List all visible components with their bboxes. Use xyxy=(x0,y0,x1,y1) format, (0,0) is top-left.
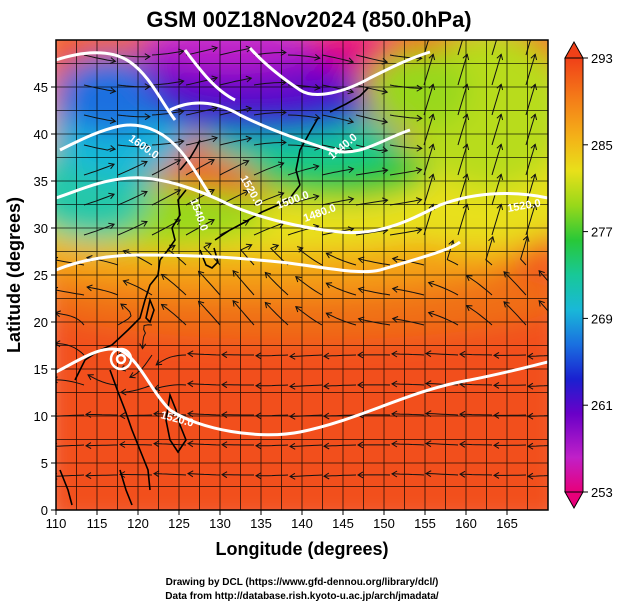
y-tick-label: 45 xyxy=(34,80,48,95)
colorbar-ticks: 293 285 277 269 261 253 xyxy=(583,51,613,500)
y-tick-label: 10 xyxy=(34,409,48,424)
y-tick-label: 5 xyxy=(41,456,48,471)
x-axis-title: Longitude (degrees) xyxy=(215,539,388,559)
colorbar-tick-label: 269 xyxy=(591,311,613,326)
colorbar-tick-label: 277 xyxy=(591,225,613,240)
x-tick-label: 115 xyxy=(87,516,108,531)
y-tick-label: 30 xyxy=(34,221,48,236)
x-tick-label: 155 xyxy=(414,516,436,531)
colorbar-tick-label: 253 xyxy=(591,485,613,500)
streamline xyxy=(555,236,562,265)
x-tick-label: 135 xyxy=(250,516,272,531)
streamline-arrowhead xyxy=(497,24,503,30)
colorbar-tick-label: 293 xyxy=(591,51,613,66)
x-tick-label: 140 xyxy=(291,516,313,531)
streamline xyxy=(120,475,152,476)
colorbar-tick-label: 285 xyxy=(591,138,613,153)
y-tick-label: 20 xyxy=(34,315,48,330)
streamline-arrowhead xyxy=(557,236,563,242)
chart-title: GSM 00Z18Nov2024 (850.0hPa) xyxy=(146,7,471,32)
colorbar-top-triangle xyxy=(565,42,583,58)
streamline-arrowhead xyxy=(565,24,571,30)
y-axis-title: Latitude (degrees) xyxy=(4,197,24,353)
y-tick-label: 15 xyxy=(34,362,48,377)
y-tick-label: 35 xyxy=(34,174,48,189)
x-tick-label: 120 xyxy=(127,516,149,531)
credit-line-1: Drawing by DCL (https://www.gfd-dennou.o… xyxy=(166,577,439,588)
colorbar-bottom-triangle xyxy=(565,492,583,508)
x-tick-label: 130 xyxy=(209,516,231,531)
credit-line-2: Data from http://database.rish.kyoto-u.a… xyxy=(165,591,439,602)
x-tick-label: 125 xyxy=(168,516,190,531)
x-tick-label: 150 xyxy=(373,516,395,531)
x-tick-label: 145 xyxy=(332,516,354,531)
streamline xyxy=(560,24,569,55)
streamline xyxy=(120,445,152,446)
x-tick-label: 160 xyxy=(455,516,477,531)
x-tick-label: 110 xyxy=(46,516,67,531)
lat-lon-grid xyxy=(56,40,548,510)
map-plot-area: 1600.0 1520.0 1540.0 1440.0 1500.0 1520.… xyxy=(0,20,590,530)
streamline xyxy=(86,414,118,415)
y-tick-label: 0 xyxy=(41,503,48,518)
colorbar-scale xyxy=(565,58,583,492)
y-tick-label: 40 xyxy=(34,127,48,142)
y-axis: 0 5 10 15 20 25 30 35 40 45 xyxy=(34,80,56,518)
colorbar: 293 285 277 269 261 253 xyxy=(565,42,613,508)
streamline-arrowhead xyxy=(531,24,537,30)
x-axis: 110 115 120 125 130 135 140 145 150 155 160 165 xyxy=(46,510,518,531)
colorbar-tick-label: 261 xyxy=(591,398,613,413)
y-tick-label: 25 xyxy=(34,268,48,283)
x-tick-label: 165 xyxy=(496,516,518,531)
